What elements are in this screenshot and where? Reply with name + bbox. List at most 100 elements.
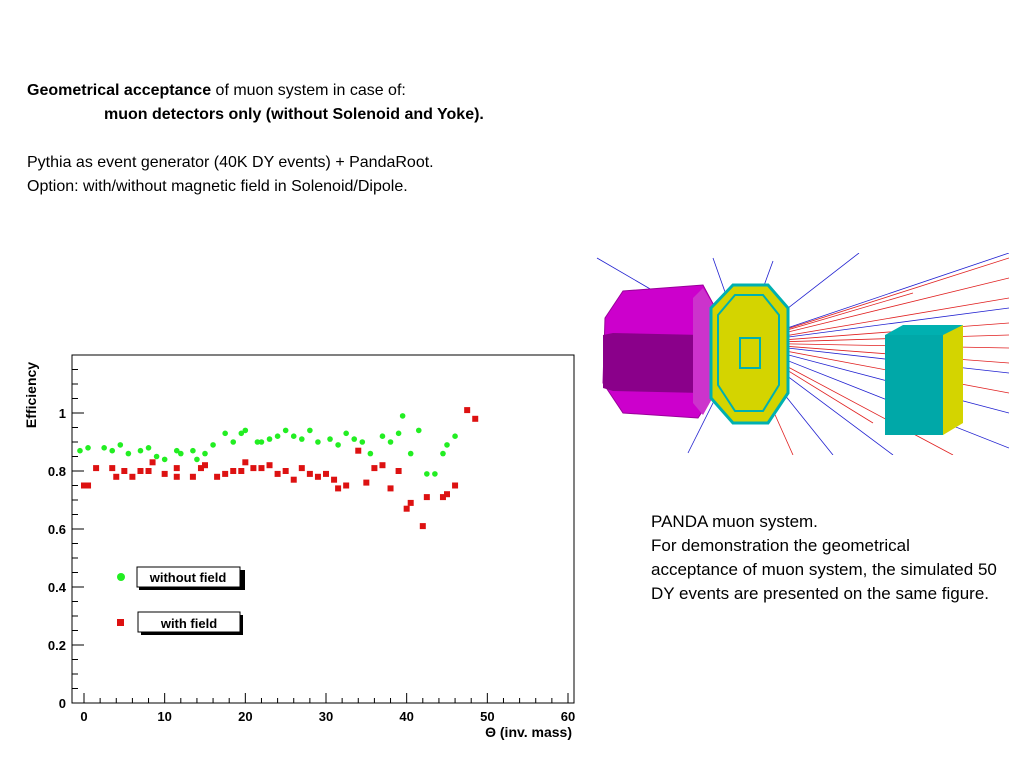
data-point-with-field <box>387 485 394 492</box>
caption-line-1: PANDA muon system. <box>651 512 818 531</box>
data-point-with-field <box>222 470 229 477</box>
barrel-muon-detector <box>602 284 719 419</box>
data-point-without-field <box>161 456 168 463</box>
data-point-without-field <box>77 447 83 454</box>
data-point-without-field <box>299 436 305 442</box>
data-point-without-field <box>258 439 265 445</box>
data-point-with-field <box>129 473 136 480</box>
data-point-without-field <box>85 445 91 451</box>
data-point-with-field <box>161 470 168 477</box>
data-point-with-field <box>419 523 426 530</box>
y-tick-label: 0.8 <box>48 464 66 479</box>
data-point-without-field <box>137 447 144 454</box>
plot-frame <box>71 354 575 704</box>
data-point-with-field <box>472 415 479 422</box>
data-point-without-field <box>210 442 216 448</box>
y-tick-label: 0.6 <box>48 522 66 537</box>
data-point-without-field <box>238 430 245 437</box>
data-point-with-field <box>189 473 196 480</box>
data-point-with-field <box>363 479 370 486</box>
data-point-without-field <box>415 427 422 434</box>
y-tick-labels: 0 0.2 0.4 0.6 0.8 1 <box>48 406 67 711</box>
forward-muon-detector <box>885 325 963 435</box>
data-point-with-field <box>395 468 402 474</box>
data-point-with-field <box>331 476 338 483</box>
data-point-with-field <box>274 470 281 477</box>
x-tick-label: 50 <box>480 709 494 724</box>
series-with-field <box>81 407 479 530</box>
data-point-without-field <box>307 427 313 434</box>
data-point-with-field <box>250 465 257 472</box>
axis-ticks <box>72 354 569 704</box>
data-point-without-field <box>282 427 289 434</box>
data-point-without-field <box>145 445 152 451</box>
data-point-without-field <box>395 430 402 437</box>
legend-marker-without-field <box>117 573 125 581</box>
y-tick-label: 0 <box>59 696 66 711</box>
data-point-with-field <box>343 482 350 489</box>
data-point-without-field <box>351 436 358 442</box>
legend-box-without-field <box>136 566 241 588</box>
data-point-with-field <box>371 465 378 472</box>
data-point-without-field <box>327 436 333 442</box>
intro-line-2: muon detectors only (without Solenoid an… <box>104 106 484 123</box>
data-point-without-field <box>173 447 180 454</box>
data-point-with-field <box>282 468 289 474</box>
caption-line-2: For demonstration the geometrical accept… <box>651 536 997 603</box>
endcap-muon-detector <box>709 283 790 425</box>
data-point-without-field <box>125 450 132 457</box>
legend-marker-with-field <box>117 619 124 626</box>
data-point-with-field <box>145 468 152 474</box>
data-point-without-field <box>178 450 184 457</box>
panda-detector-illustration <box>596 253 1009 455</box>
figure-caption: PANDA muon system. For demonstration the… <box>651 510 1001 606</box>
legend-label-with-field: with field <box>160 616 217 631</box>
x-tick-label: 0 <box>80 709 87 724</box>
data-point-with-field <box>81 482 87 489</box>
data-point-without-field <box>387 439 394 445</box>
efficiency-chart: 00.20.40.60.81 0 10 20 30 40 50 60 Efficiency … <box>23 354 575 740</box>
data-point-with-field <box>109 465 116 472</box>
data-point-without-field <box>379 433 386 439</box>
y-tick-label: 0.4 <box>48 580 67 595</box>
data-point-without-field <box>194 456 200 463</box>
data-point-without-field <box>424 471 430 477</box>
data-point-without-field <box>153 453 160 460</box>
data-point-without-field <box>407 450 414 457</box>
y-tick-label: 0.2 <box>48 638 66 653</box>
data-point-without-field <box>274 433 281 439</box>
legend-box-with-field <box>137 611 241 633</box>
data-point-with-field <box>403 505 410 512</box>
data-point-without-field <box>202 450 208 457</box>
data-point-without-field <box>290 433 297 439</box>
y-tick-label: 1 <box>59 406 66 421</box>
data-point-with-field <box>113 473 120 480</box>
data-point-without-field <box>242 427 249 434</box>
data-point-with-field <box>423 494 430 501</box>
intro-line-3: Pythia as event generator (40K DY events… <box>27 154 434 171</box>
data-point-with-field <box>355 447 362 454</box>
data-point-without-field <box>109 447 116 454</box>
data-point-with-field <box>149 459 156 466</box>
data-point-without-field <box>266 436 273 442</box>
data-point-with-field <box>197 465 204 472</box>
series-without-field <box>77 413 458 477</box>
data-point-with-field <box>306 470 313 477</box>
data-point-with-field <box>214 473 221 480</box>
legend-label-without-field: without field <box>149 570 227 585</box>
data-point-without-field <box>254 439 261 445</box>
data-point-with-field <box>173 465 180 472</box>
data-point-with-field <box>314 473 321 480</box>
data-point-without-field <box>335 442 341 448</box>
data-point-with-field <box>85 482 92 489</box>
data-point-with-field <box>242 459 249 466</box>
data-point-without-field <box>117 442 124 448</box>
data-point-without-field <box>367 450 374 457</box>
x-tick-labels: 0 10 20 30 40 50 60 <box>80 709 575 724</box>
intro-line-1: Geometrical acceptance of muon system in… <box>27 79 484 103</box>
data-point-with-field <box>323 470 329 477</box>
data-point-with-field <box>173 473 180 480</box>
legend: without field with field <box>117 566 245 635</box>
data-point-with-field <box>137 468 144 474</box>
intro-text: Geometrical acceptance of muon system in… <box>27 79 484 199</box>
